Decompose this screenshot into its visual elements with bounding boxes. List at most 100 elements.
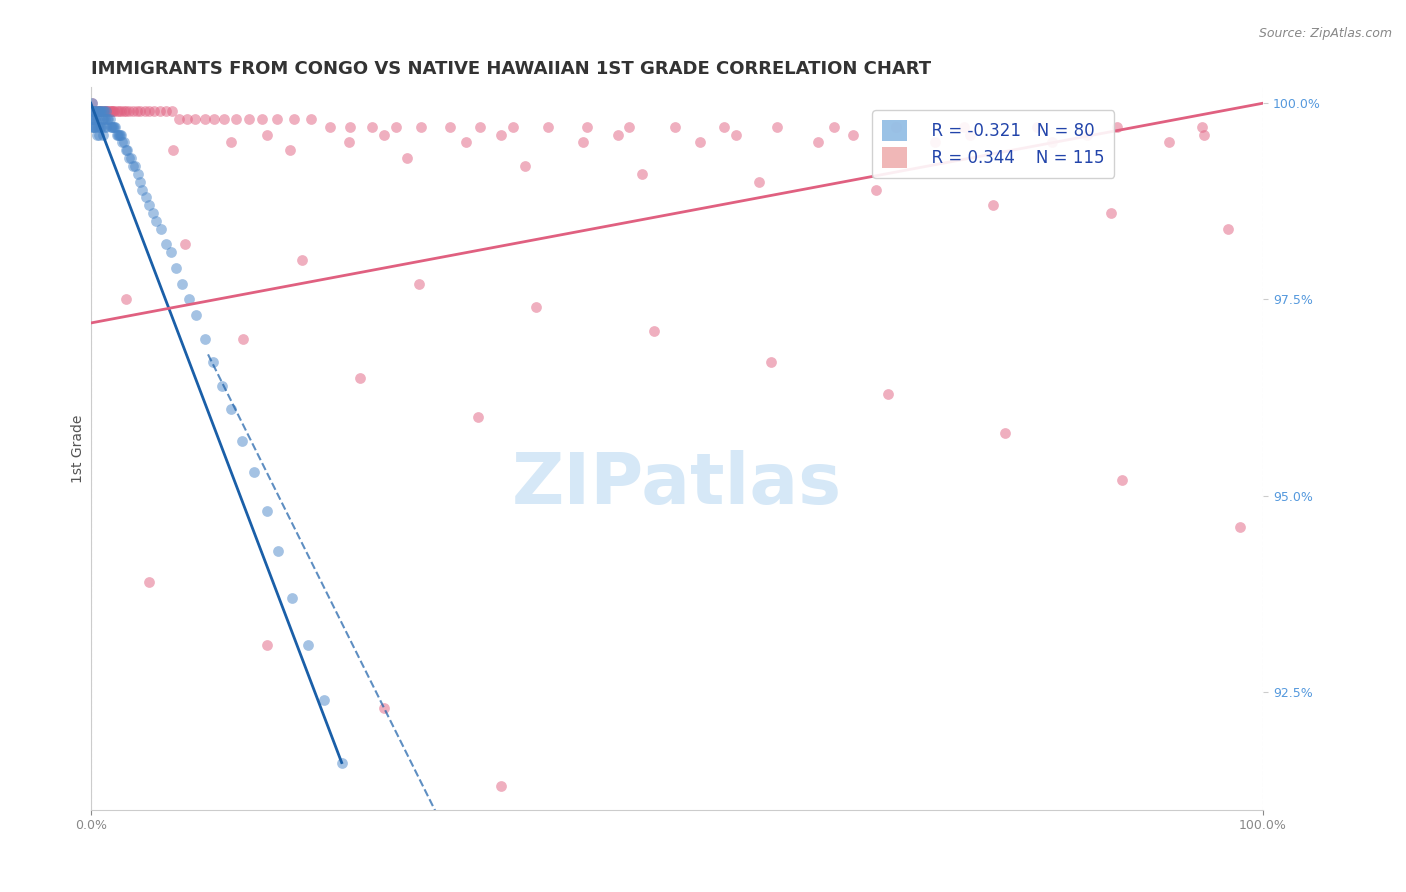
Point (120, 151, 142, 165)
Point (94, 120, 117, 134)
Point (643, 324, 665, 338)
Point (89, 103, 111, 118)
Point (408, 277, 430, 291)
Point (111, 136, 134, 150)
Point (127, 167, 149, 181)
Point (83, 103, 105, 118)
Point (983, 198, 1005, 212)
Point (884, 120, 907, 134)
Point (468, 120, 491, 134)
Point (842, 128, 865, 142)
Point (93, 120, 115, 134)
Point (122, 103, 145, 118)
Point (94, 112, 117, 126)
Point (384, 120, 406, 134)
Point (80, 96, 103, 111)
Point (361, 120, 384, 134)
Point (186, 308, 208, 322)
Point (101, 103, 124, 118)
Point (100, 120, 122, 134)
Point (107, 128, 129, 142)
Point (759, 355, 782, 369)
Point (129, 103, 152, 118)
Point (214, 112, 236, 126)
Point (193, 112, 215, 126)
Point (238, 112, 260, 126)
Point (1194, 128, 1216, 142)
Point (373, 700, 395, 714)
Point (607, 857, 630, 871)
Point (524, 300, 547, 314)
Point (84, 112, 107, 126)
Point (87, 103, 110, 118)
Point (89, 120, 111, 134)
Point (91, 128, 114, 142)
Point (765, 120, 787, 134)
Point (94, 103, 117, 118)
Point (94, 103, 117, 118)
Point (1216, 221, 1239, 235)
Point (91, 112, 114, 126)
Point (118, 103, 141, 118)
Point (142, 206, 165, 220)
Point (201, 355, 224, 369)
Point (143, 103, 166, 118)
Point (1099, 206, 1122, 220)
Point (80, 103, 103, 118)
Point (278, 143, 301, 157)
Point (145, 214, 167, 228)
Text: ZIPatlas: ZIPatlas (512, 450, 842, 519)
Point (225, 112, 247, 126)
Point (748, 175, 770, 189)
Point (86, 128, 108, 142)
Point (411, 120, 433, 134)
Point (82, 112, 104, 126)
Point (98, 103, 121, 118)
Point (87, 112, 110, 126)
Point (83, 103, 105, 118)
Point (202, 112, 225, 126)
Point (82, 120, 104, 134)
Point (115, 103, 138, 118)
Point (129, 175, 152, 189)
Point (953, 120, 976, 134)
Point (489, 779, 512, 793)
Point (90, 120, 112, 134)
Point (134, 103, 156, 118)
Point (713, 120, 735, 134)
Point (83, 112, 105, 126)
Point (396, 151, 419, 165)
Point (87, 103, 110, 118)
Point (994, 425, 1017, 440)
Point (108, 128, 131, 142)
Point (877, 386, 900, 401)
Point (86, 103, 108, 118)
Legend:   R = -0.321   N = 80,   R = 0.344    N = 115: R = -0.321 N = 80, R = 0.344 N = 115 (872, 111, 1114, 178)
Point (91, 103, 114, 118)
Point (110, 103, 132, 118)
Point (330, 756, 353, 770)
Point (131, 182, 153, 196)
Point (630, 167, 652, 181)
Point (281, 591, 304, 605)
Point (607, 128, 630, 142)
Point (96, 112, 118, 126)
Point (160, 103, 183, 118)
Point (103, 103, 125, 118)
Point (173, 237, 195, 252)
Point (105, 128, 128, 142)
Point (115, 293, 138, 307)
Point (96, 103, 118, 118)
Point (489, 128, 512, 142)
Point (572, 136, 595, 150)
Point (242, 465, 264, 479)
Point (82, 103, 104, 118)
Point (159, 245, 181, 260)
Point (454, 136, 477, 150)
Point (98, 112, 121, 126)
Point (124, 159, 146, 173)
Point (959, 128, 981, 142)
Point (807, 136, 830, 150)
Point (135, 190, 157, 204)
Point (138, 103, 160, 118)
